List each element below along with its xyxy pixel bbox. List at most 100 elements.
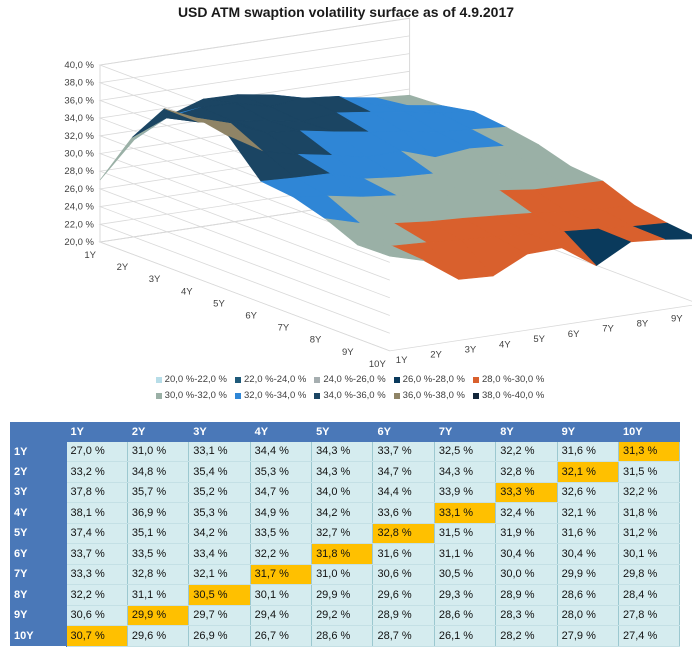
column-header: 1Y: [66, 422, 128, 442]
row-header: 2Y: [10, 461, 67, 482]
table-cell: 32,1 %: [188, 564, 251, 585]
table-cell: 31,5 %: [434, 523, 497, 544]
table-cell: 29,9 %: [311, 584, 374, 606]
floor: [98, 194, 692, 352]
table-cell: 33,1 %: [434, 502, 497, 524]
table-cell: 29,9 %: [127, 605, 190, 626]
table-cell: 33,7 %: [372, 441, 435, 462]
table-cell: 29,4 %: [250, 605, 313, 626]
legend-item: 34,0 %-36,0 %: [314, 390, 386, 401]
row-header: 3Y: [10, 482, 67, 503]
tenor-tick-label: 6Y: [568, 329, 580, 340]
tenor-tick-label: 9Y: [671, 313, 683, 324]
tenor-tick-label: 8Y: [637, 319, 649, 330]
table-cell: 31,8 %: [618, 502, 681, 524]
table-row: 2Y 33,2 % 34,8 % 35,4 % 35,3 % 34,3 % 34,7 % 34…: [10, 461, 681, 483]
table-cell: 37,8 %: [66, 482, 128, 503]
table-cell: 33,2 %: [66, 461, 128, 483]
table-cell: 32,2 %: [66, 584, 128, 606]
column-header: 4Y: [250, 422, 313, 442]
tenor-tick-label: 5Y: [533, 334, 545, 345]
table-cell: 31,6 %: [557, 441, 620, 462]
table-cell: 35,4 %: [188, 461, 251, 483]
table-cell: 27,8 %: [618, 605, 681, 626]
table-cell: 28,6 %: [434, 605, 497, 626]
row-header: 5Y: [10, 523, 67, 544]
table-cell: 30,4 %: [495, 543, 558, 565]
legend-label: 32,0 %-34,0 %: [244, 390, 307, 401]
table-row: 1Y 27,0 % 31,0 % 33,1 % 34,4 % 34,3 % 33,7 % 32…: [10, 441, 681, 462]
table-cell: 29,9 %: [557, 564, 620, 585]
expiry-tick-label: 9Y: [342, 347, 354, 358]
table-cell: 32,2 %: [250, 543, 313, 565]
table-cell: 33,3 %: [495, 482, 558, 503]
table-cell: 37,4 %: [66, 523, 128, 544]
table-cell: 30,1 %: [618, 543, 681, 565]
table-cell: 31,2 %: [618, 523, 681, 544]
legend-row: 20,0 %-22,0 % 22,0 %-24,0 % 24,0 %-26,0 % 2…: [150, 374, 550, 385]
table-cell: 34,4 %: [250, 441, 313, 462]
table-header-row: 1Y 2Y 3Y 4Y 5Y 6Y 7Y 8Y 9Y 10Y: [10, 422, 681, 442]
table-cell: 26,7 %: [250, 625, 313, 647]
column-header: 3Y: [188, 422, 251, 442]
table-cell: 35,1 %: [127, 523, 190, 544]
row-header: 4Y: [10, 502, 67, 523]
tenor-tick-label: 7Y: [602, 324, 614, 335]
legend-item: 38,0 %-40,0 %: [472, 390, 545, 401]
table-cell: 29,3 %: [434, 584, 497, 606]
table-cell: 28,9 %: [495, 584, 558, 606]
table-cell: 27,0 %: [66, 441, 128, 462]
z-tick-label: 30,0 %: [64, 149, 94, 160]
table-cell: 31,6 %: [372, 543, 435, 565]
chart-legend: 20,0 %-22,0 % 22,0 %-24,0 % 24,0 %-26,0 % 2…: [150, 374, 550, 406]
legend-label: 24,0 %-26,0 %: [323, 374, 386, 385]
table-cell: 35,3 %: [250, 461, 313, 483]
chart-title: USD ATM swaption volatility surface as o…: [177, 4, 515, 20]
table-cell: 33,5 %: [127, 543, 190, 565]
expiry-tick-label: 4Y: [181, 286, 193, 297]
legend-item: 20,0 %-22,0 %: [155, 374, 227, 385]
table-cell: 33,5 %: [250, 523, 313, 544]
table-cell: 28,3 %: [495, 605, 558, 626]
z-tick-label: 28,0 %: [64, 166, 94, 177]
table-cell: 32,2 %: [495, 441, 558, 462]
expiry-tick-label: 10Y: [369, 359, 387, 370]
volatility-surface-chart: 20,0 % 22,0 % 24,0 % 26,0 % 28,0 % 30,0 % 32,0…: [64, 17, 692, 370]
table-row: 6Y 33,7 % 33,5 % 33,4 % 32,2 % 31,8 % 31,6 % 31…: [10, 543, 681, 565]
table-cell: 30,7 %: [66, 625, 128, 647]
table-cell: 29,7 %: [188, 605, 251, 626]
tenor-tick-label: 1Y: [396, 355, 408, 366]
row-header: 8Y: [10, 584, 67, 605]
table-cell: 31,5 %: [618, 461, 681, 483]
table-cell: 32,7 %: [311, 523, 374, 544]
table-cell: 27,4 %: [618, 625, 681, 647]
legend-item: 26,0 %-28,0 %: [393, 374, 465, 385]
table-cell: 34,3 %: [434, 461, 497, 483]
column-header: 8Y: [495, 422, 558, 442]
table-cell: 28,6 %: [311, 625, 374, 647]
table-cell: 28,0 %: [557, 605, 620, 626]
table-cell: 34,9 %: [250, 502, 313, 524]
table-cell: 34,4 %: [372, 482, 435, 503]
table-cell: 31,8 %: [311, 543, 374, 565]
tenor-tick-label: 3Y: [465, 345, 477, 356]
z-tick-label: 26,0 %: [64, 184, 94, 195]
row-header: 10Y: [10, 625, 67, 646]
table-cell: 28,9 %: [372, 605, 435, 626]
legend-label: 38,0 %-40,0 %: [481, 390, 545, 401]
table-cell: 32,1 %: [557, 461, 620, 483]
table-cell: 26,9 %: [188, 625, 251, 647]
z-tick-label: 24,0 %: [64, 202, 94, 213]
z-tick-label: 38,0 %: [64, 78, 94, 89]
table-cell: 30,0 %: [495, 564, 558, 585]
table-cell: 33,1 %: [188, 441, 251, 462]
table-cell: 34,3 %: [311, 441, 374, 462]
column-header: [10, 422, 67, 442]
z-tick-label: 22,0 %: [64, 219, 94, 230]
table-cell: 32,8 %: [127, 564, 190, 585]
table-cell: 30,5 %: [188, 584, 251, 606]
table-row: 9Y 30,6 % 29,9 % 29,7 % 29,4 % 29,2 % 28,9 % 28…: [10, 605, 681, 626]
expiry-tick-label: 5Y: [213, 298, 225, 309]
table-cell: 32,8 %: [495, 461, 558, 483]
z-tick-label: 36,0 %: [64, 95, 94, 106]
